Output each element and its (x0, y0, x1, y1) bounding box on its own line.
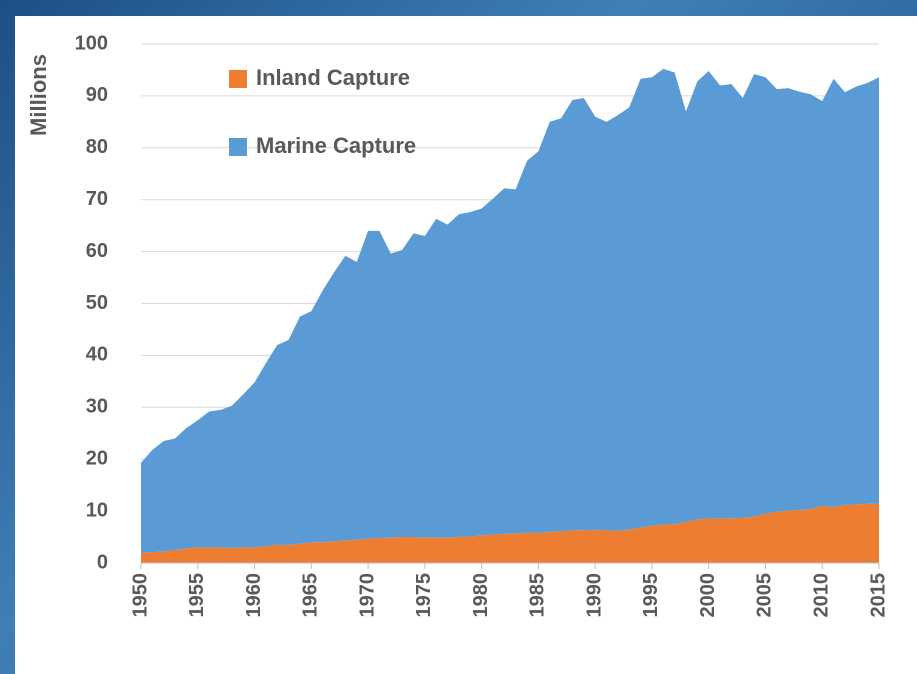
x-tick-label: 1995 (640, 573, 662, 618)
y-tick-label: 50 (86, 292, 108, 314)
x-tick-label: 1965 (300, 573, 322, 618)
legend-swatch (229, 70, 247, 88)
legend-label: Inland Capture (256, 65, 410, 90)
y-axis-label: Millions (26, 54, 51, 136)
x-tick-label: 1960 (243, 573, 265, 618)
y-tick-label: 90 (86, 84, 108, 106)
x-tick-label: 2005 (754, 573, 776, 618)
axes: 0 10 20 30 40 50 60 70 80 90 100 1950 1955 1960 1965 19… (75, 32, 890, 617)
x-tick-label: 1975 (413, 573, 435, 618)
area (141, 503, 879, 563)
y-tick-label: 30 (86, 396, 108, 418)
x-tick-label: 2015 (867, 573, 889, 618)
x-tick-label: 1985 (527, 573, 549, 618)
legend-label: Marine Capture (256, 133, 416, 158)
x-tick-label: 2000 (697, 573, 719, 618)
y-tick-label: 20 (86, 447, 108, 469)
x-tick-label: 1950 (129, 573, 151, 618)
y-tick-label: 0 (97, 551, 108, 573)
x-tick-label: 2010 (811, 573, 833, 618)
y-tick-label: 10 (86, 499, 108, 521)
y-tick-label: 70 (86, 188, 108, 210)
x-tick-label: 1970 (356, 573, 378, 618)
x-tick-label: 1990 (583, 573, 605, 618)
y-tick-label: 40 (86, 344, 108, 366)
y-tick-label: 80 (86, 136, 108, 158)
x-tick-label: 1980 (470, 573, 492, 618)
areas (141, 68, 879, 563)
legend-swatch (229, 138, 247, 156)
y-tick-label: 60 (86, 240, 108, 262)
x-tick-label: 1955 (186, 573, 208, 618)
y-tick-label: 100 (75, 32, 108, 54)
area (141, 68, 879, 553)
